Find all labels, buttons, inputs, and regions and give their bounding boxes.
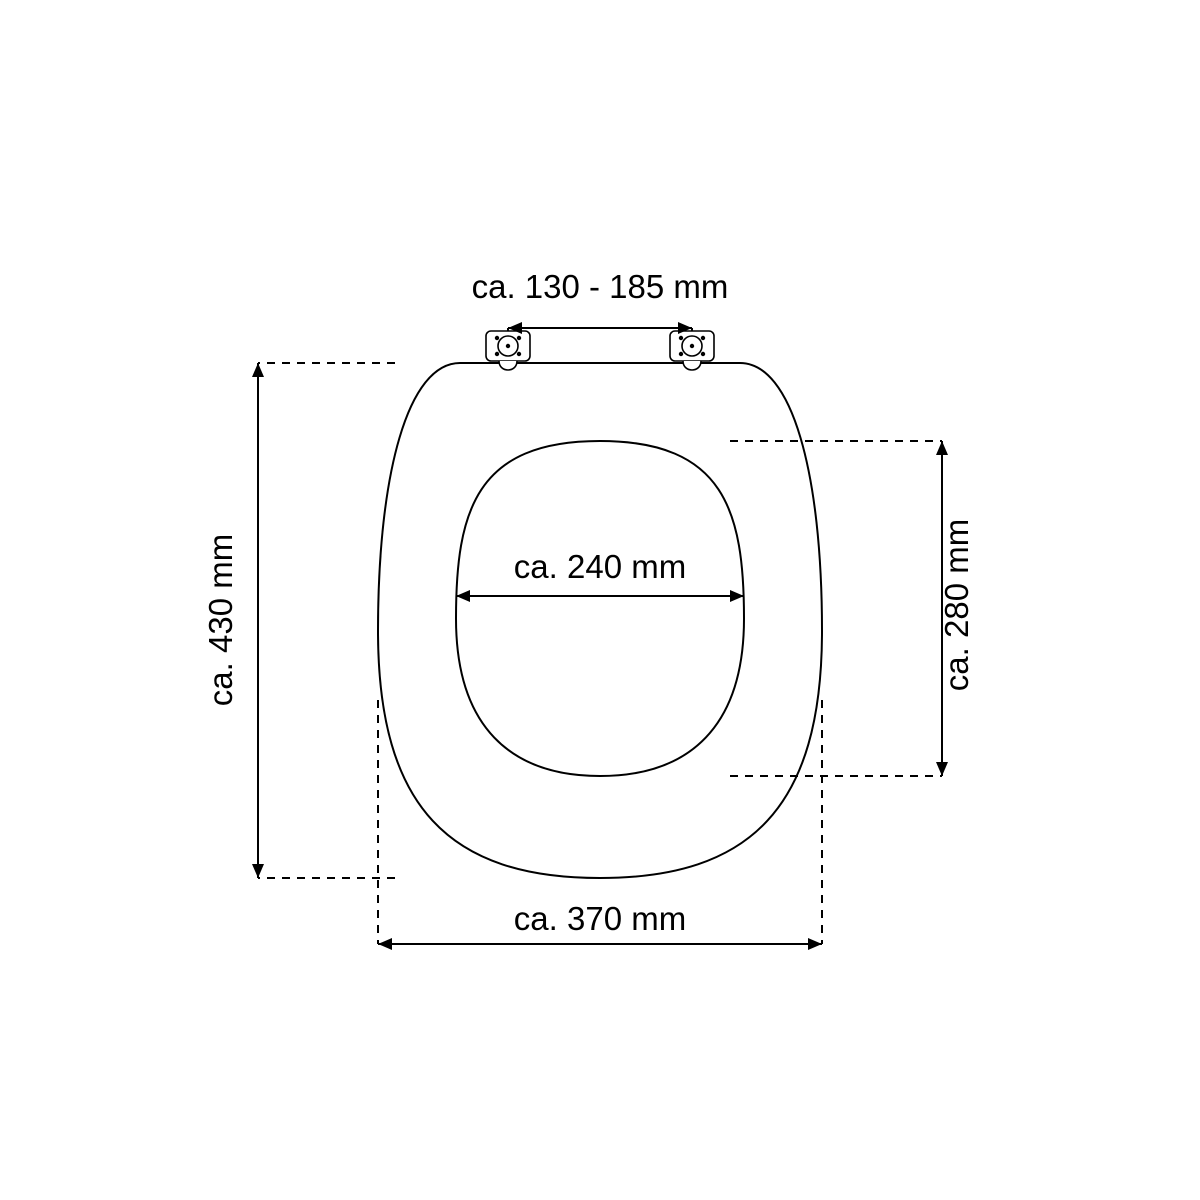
dim-inner-width-label: ca. 240 mm: [514, 548, 686, 585]
dim-hinge-spacing-label: ca. 130 - 185 mm: [472, 268, 729, 305]
seat-inner-outline: [456, 441, 744, 776]
hinge: [486, 331, 530, 370]
dim-outer-height-label: ca. 430 mm: [202, 534, 239, 706]
dim-inner-height-label: ca. 280 mm: [938, 519, 975, 691]
hinge: [670, 331, 714, 370]
toilet-seat-dimension-diagram: ca. 130 - 185 mm ca. 240 mm ca. 430 mm ca. …: [0, 0, 1200, 1200]
dim-outer-width-label: ca. 370 mm: [514, 900, 686, 937]
